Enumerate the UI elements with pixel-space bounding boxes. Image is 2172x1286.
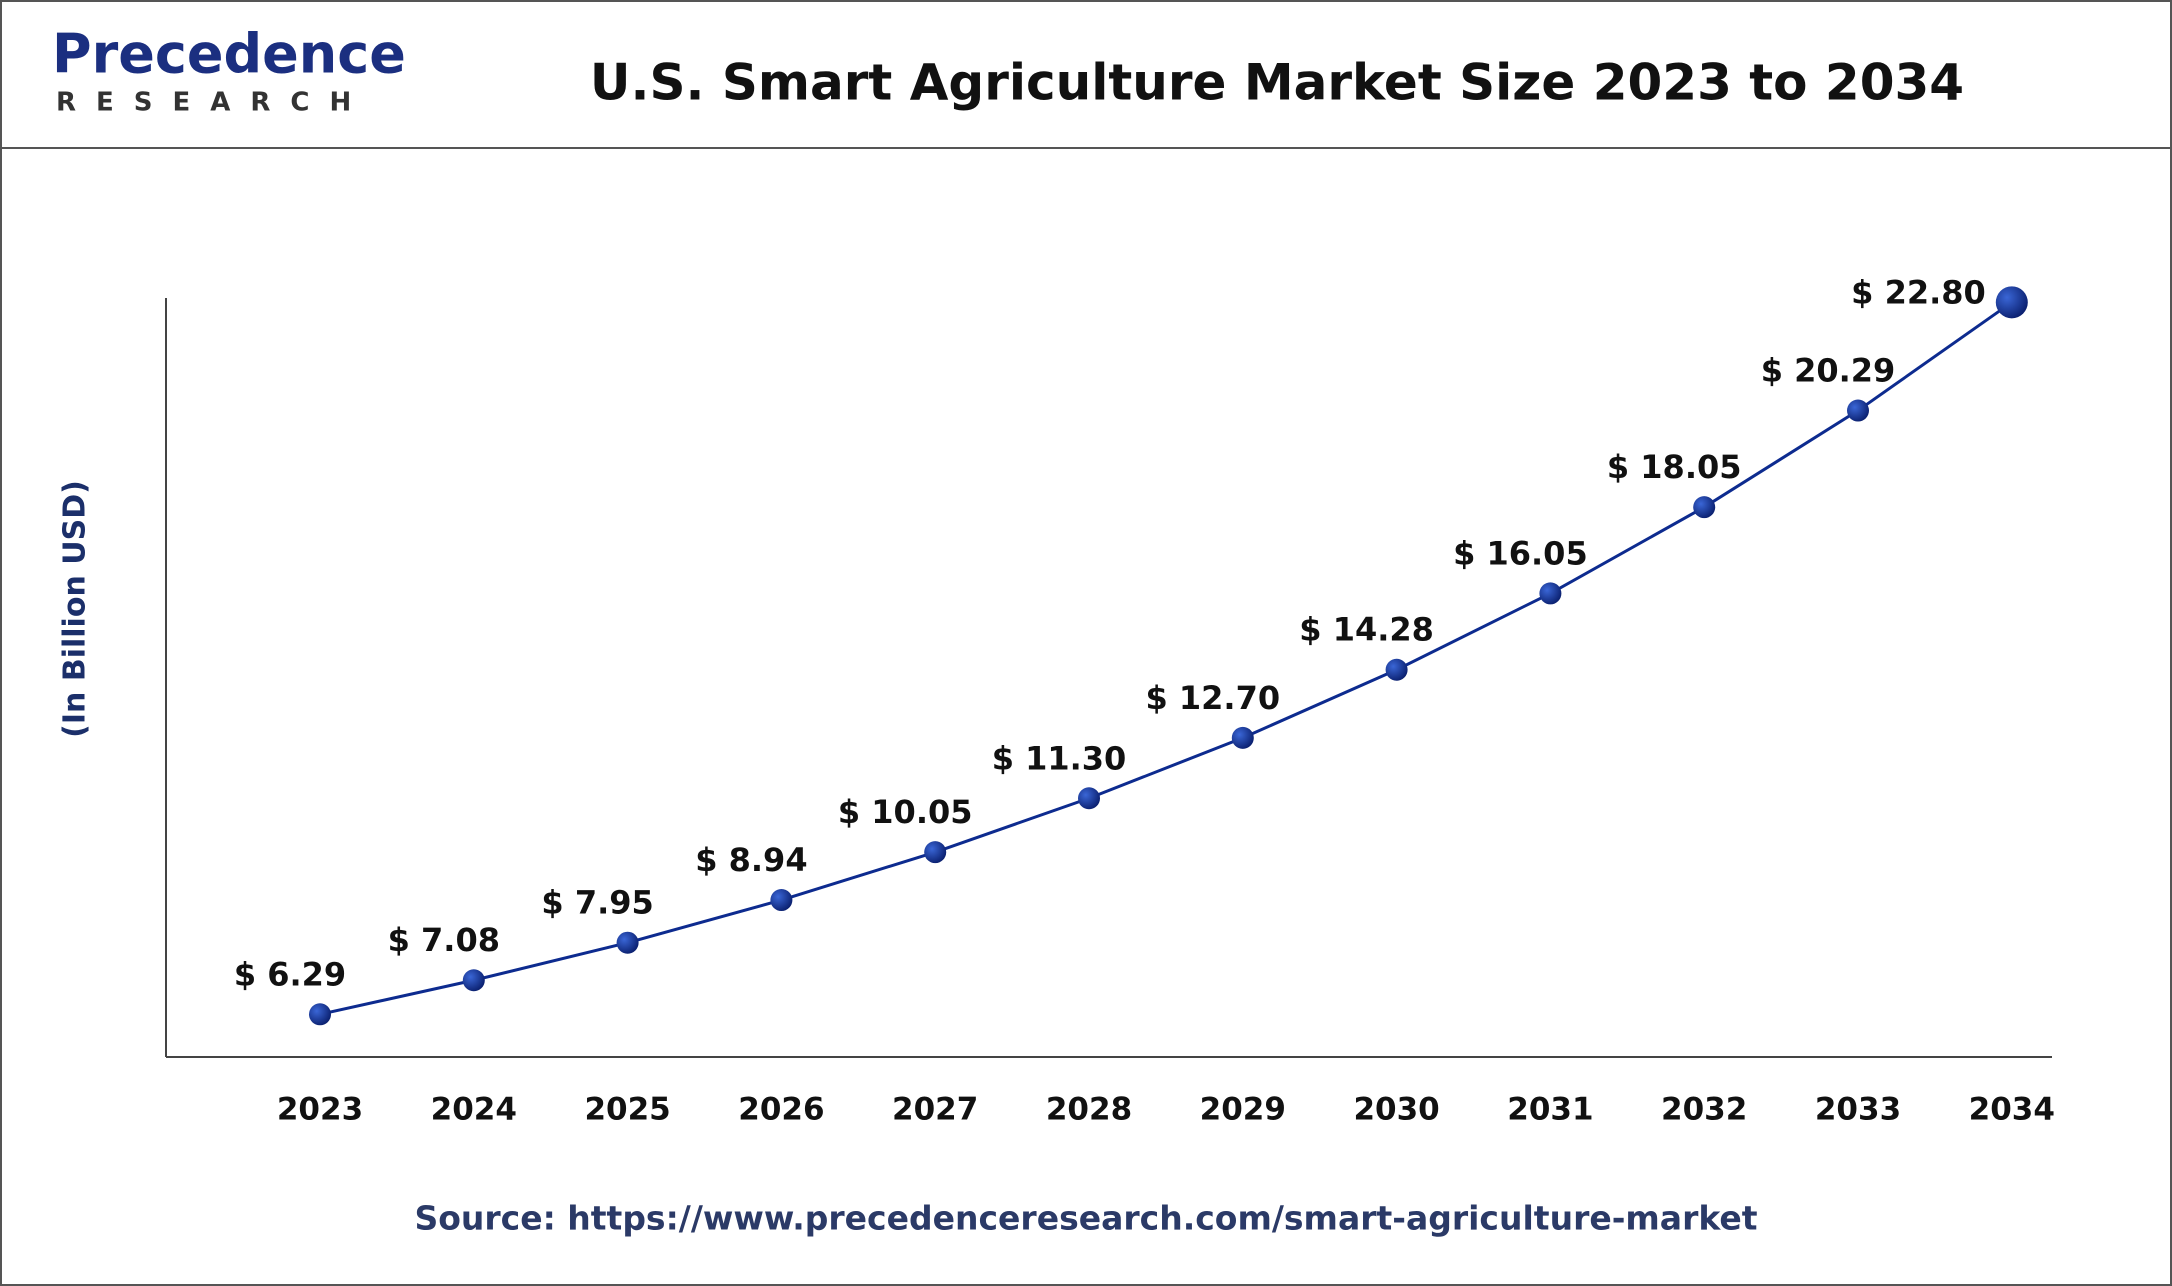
point [770, 889, 793, 912]
value-label: $ 7.95 [541, 884, 653, 922]
x-tick-label: 2023 [277, 1092, 363, 1128]
logo-name: Precedence [52, 23, 406, 86]
point [1385, 658, 1408, 681]
x-tick-label: 2034 [1969, 1092, 2055, 1128]
x-tick-label: 2031 [1507, 1092, 1593, 1128]
x-tick-label: 2030 [1353, 1092, 1439, 1128]
x-tick-label: 2029 [1200, 1092, 1286, 1128]
value-label: $ 18.05 [1607, 448, 1742, 486]
point [1539, 582, 1562, 605]
x-tick-label: 2024 [431, 1092, 517, 1128]
value-label: $ 14.28 [1299, 611, 1434, 649]
value-label: $ 16.05 [1453, 534, 1588, 572]
x-tick-label: 2033 [1815, 1092, 1901, 1128]
point [1231, 726, 1254, 749]
point [616, 931, 639, 954]
x-tick-label: 2028 [1046, 1092, 1132, 1128]
point [462, 969, 485, 992]
value-label: $ 11.30 [992, 739, 1127, 777]
value-label: $ 22.80 [1851, 273, 1986, 311]
point [309, 1003, 331, 1026]
x-tick-label: 2032 [1661, 1092, 1747, 1128]
point [1847, 399, 1869, 422]
point [1995, 286, 2028, 319]
value-label: $ 12.70 [1145, 679, 1280, 717]
value-label: $ 6.29 [234, 955, 346, 993]
x-tick-label: 2025 [584, 1092, 670, 1128]
x-tick-label: 2026 [738, 1092, 824, 1128]
point [1693, 496, 1716, 519]
value-label: $ 10.05 [838, 793, 973, 831]
value-label: $ 8.94 [695, 841, 807, 879]
source: Source: https://www.precedenceresearch.c… [414, 1199, 1757, 1238]
x-tick-label: 2027 [892, 1092, 978, 1128]
point [924, 841, 947, 864]
logo-tagline: RESEARCH [56, 88, 371, 118]
point [1078, 787, 1100, 810]
line [319, 301, 2013, 1016]
value-label: $ 7.08 [388, 921, 500, 959]
y-axis-label: (In Billion USD) [58, 480, 93, 738]
value-label: $ 20.29 [1761, 352, 1896, 390]
chart-title: U.S. Smart Agriculture Market Size 2023 … [590, 54, 1964, 112]
